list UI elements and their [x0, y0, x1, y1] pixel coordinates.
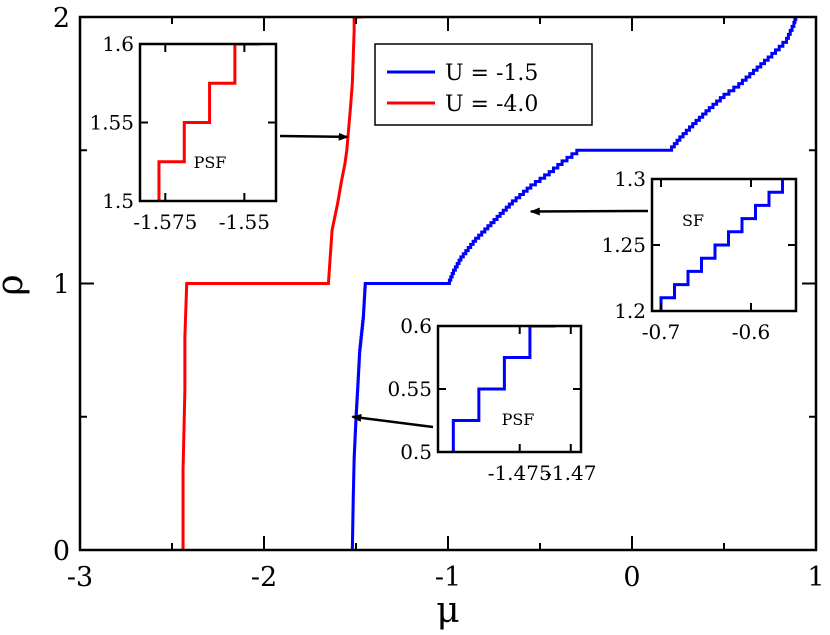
- y-axis-label: ρ: [0, 274, 31, 295]
- inset-arrow: [529, 207, 649, 216]
- y-tick-label: 1: [53, 270, 70, 301]
- x-tick-label: -2: [251, 562, 277, 593]
- inset-background: [438, 326, 581, 452]
- x-tick-label: -3: [67, 562, 93, 593]
- main-series-layer: [181, 17, 798, 550]
- main-axes: -3 -2 -1 0 1 0 1 2: [53, 3, 825, 593]
- inset-arrow: [279, 132, 349, 141]
- x-tick-label: -1: [435, 562, 461, 593]
- inset-x-tick-label: -1.475: [488, 461, 552, 485]
- insets-layer: -1.575 -1.55 1.5 1.55 1.6 PSF -0.7 -0.6 1.2 1.25 1…: [89, 32, 798, 485]
- y-tick-label: 2: [53, 3, 70, 34]
- series-line-0: [350, 17, 798, 550]
- inset-x-tick-label: -1.55: [219, 210, 270, 234]
- series-line-1: [181, 17, 364, 550]
- legend: U = -1.5 U = -4.0: [374, 43, 593, 126]
- inset-phase-label: SF: [682, 211, 704, 230]
- arrows-layer: [279, 132, 649, 429]
- inset-step-line: [157, 44, 261, 201]
- inset-1: -0.7 -0.6 1.2 1.25 1.3 SF: [601, 167, 798, 344]
- inset-x-tick-label: -1.47: [545, 461, 596, 485]
- inset-step-line: [659, 179, 784, 311]
- inset-y-tick-label: 1.2: [614, 299, 646, 323]
- inset-arrow: [351, 413, 434, 429]
- inset-y-tick-label: 1.3: [614, 167, 646, 191]
- x-tick-label: 0: [623, 562, 640, 593]
- inset-2: -1.475-1.47 0.5 0.55 0.6 PSF: [387, 314, 596, 485]
- legend-frame: [374, 43, 593, 126]
- x-tick-label: 1: [807, 562, 824, 593]
- inset-y-tick-label: 1.25: [601, 233, 646, 257]
- legend-label-u-1-5: U = -1.5: [445, 61, 538, 86]
- inset-step-line: [451, 326, 556, 452]
- inset-y-tick-label: 1.55: [89, 111, 134, 135]
- y-tick-label: 0: [53, 536, 70, 567]
- inset-phase-label: PSF: [502, 410, 535, 429]
- inset-0: -1.575 -1.55 1.5 1.55 1.6 PSF: [89, 32, 278, 234]
- inset-y-tick-label: 0.55: [387, 377, 432, 401]
- inset-y-tick-label: 0.6: [400, 314, 432, 338]
- legend-label-u-4-0: U = -4.0: [445, 92, 538, 117]
- inset-x-tick-label: -1.575: [133, 210, 197, 234]
- inset-y-tick-label: 1.6: [102, 32, 134, 56]
- inset-y-tick-label: 0.5: [400, 440, 432, 464]
- x-axis-label: μ: [436, 590, 459, 631]
- inset-x-tick-label: -0.6: [732, 320, 771, 344]
- inset-phase-label: PSF: [194, 153, 227, 172]
- inset-y-tick-label: 1.5: [102, 189, 134, 213]
- inset-x-tick-label: -0.7: [642, 320, 681, 344]
